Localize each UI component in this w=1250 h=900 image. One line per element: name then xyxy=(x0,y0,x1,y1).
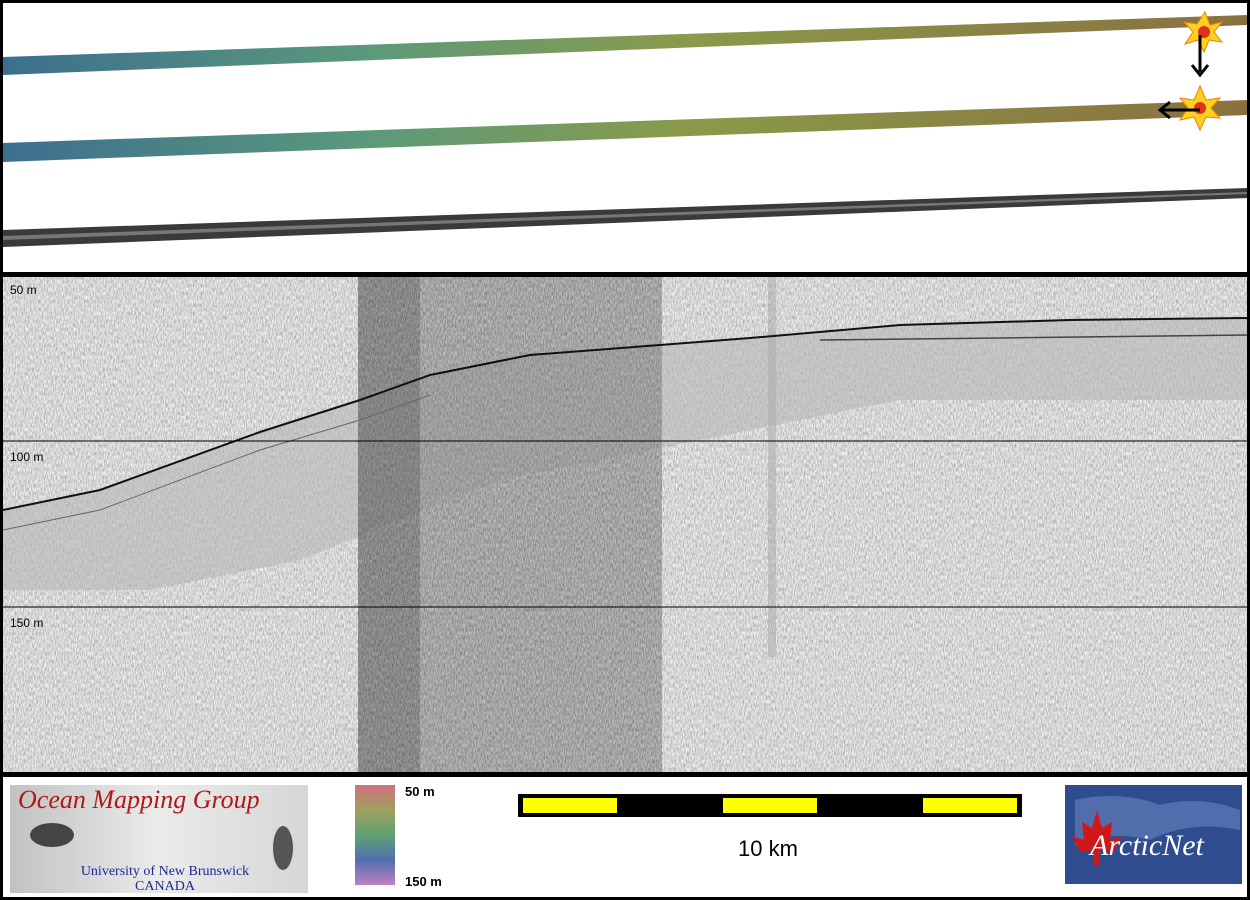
profile-panel: 50 m 100 m 150 m xyxy=(2,277,1248,772)
logo-university: University of New Brunswick xyxy=(81,864,249,879)
footer-panel: Ocean Mapping Group University of New Br… xyxy=(3,777,1247,897)
logo-title: Ocean Mapping Group xyxy=(18,785,260,814)
colorbar xyxy=(355,785,395,885)
marker-1 xyxy=(1182,10,1224,78)
marker-2 xyxy=(1157,84,1222,132)
colorbar-label: 150 m xyxy=(405,874,442,889)
partner-text: ArcticNet xyxy=(1088,829,1205,862)
depth-label: 100 m xyxy=(10,450,43,464)
scalebar-label: 10 km xyxy=(738,836,798,861)
omg-logo: Ocean Mapping Group University of New Br… xyxy=(10,785,308,894)
depth-label: 50 m xyxy=(10,283,37,297)
arcticnet-logo: ArcticNet xyxy=(1065,785,1242,884)
scalebar: 10 km xyxy=(518,794,1022,861)
logo-country: CANADA xyxy=(135,879,196,894)
depth-label: 150 m xyxy=(10,616,43,630)
swath-panel xyxy=(3,3,1247,272)
colorbar-label: 50 m xyxy=(405,784,435,799)
